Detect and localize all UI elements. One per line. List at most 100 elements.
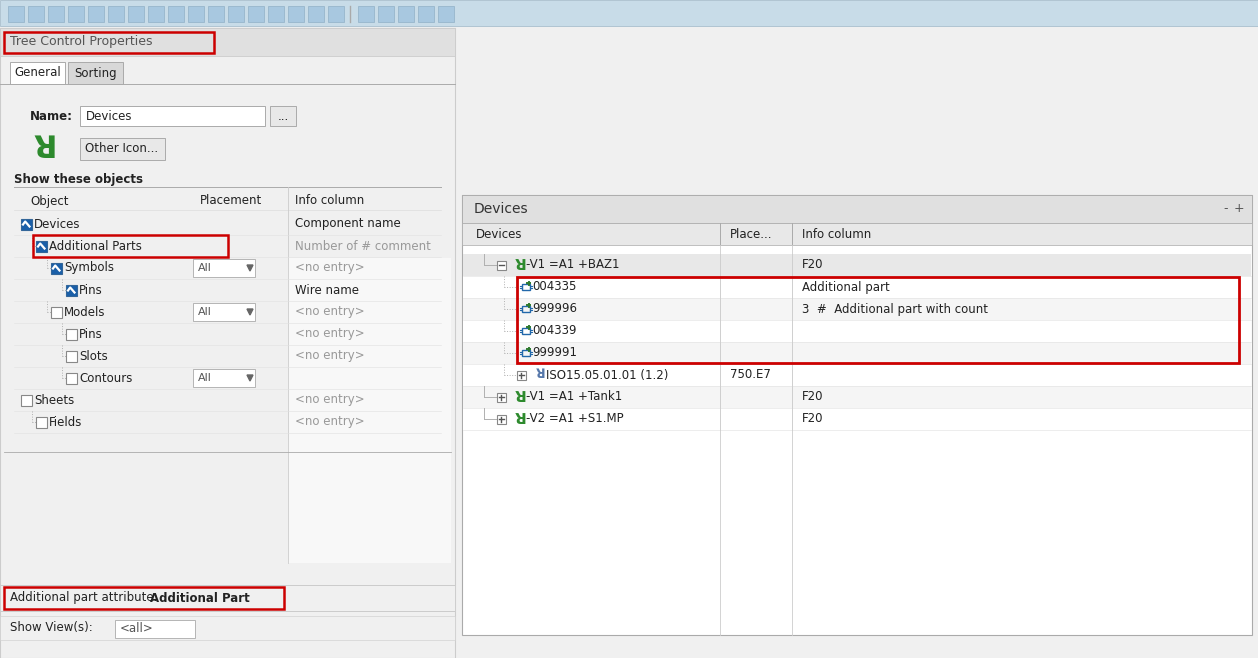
Text: Fields: Fields (49, 415, 82, 428)
Bar (81, 106, 265, 126)
Text: +: + (1234, 203, 1244, 216)
Bar (462, 223, 1252, 245)
Text: 004335: 004335 (532, 280, 576, 293)
Bar (497, 261, 506, 270)
Bar (270, 106, 296, 126)
Text: Wire name: Wire name (294, 284, 359, 297)
Bar (377, 6, 394, 22)
Text: Object: Object (30, 195, 68, 207)
Bar (517, 277, 1239, 363)
Bar (65, 372, 77, 384)
Bar (228, 6, 244, 22)
Bar (10, 62, 65, 84)
Bar (8, 6, 24, 22)
Bar (497, 415, 506, 424)
Bar (522, 328, 530, 334)
Bar (50, 263, 62, 274)
Bar (65, 328, 77, 340)
Bar (517, 370, 526, 380)
Text: 750.E7: 750.E7 (730, 368, 771, 382)
Bar (288, 258, 452, 563)
Bar (88, 6, 104, 22)
Text: Slots: Slots (79, 349, 108, 363)
Bar (4, 32, 214, 53)
Text: General: General (14, 66, 60, 80)
Bar (114, 620, 195, 638)
Bar (308, 6, 325, 22)
Bar (68, 6, 84, 22)
Bar (463, 364, 1250, 386)
Text: Component name: Component name (294, 218, 401, 230)
Text: ꓤ: ꓤ (33, 134, 57, 163)
Bar (65, 351, 77, 361)
Text: <no entry>: <no entry> (294, 415, 365, 428)
Bar (463, 298, 1250, 320)
Text: Contours: Contours (79, 372, 132, 384)
Bar (418, 6, 434, 22)
Bar (68, 62, 123, 84)
Bar (192, 303, 255, 321)
Text: Tree Control Properties: Tree Control Properties (10, 36, 152, 49)
Bar (148, 6, 164, 22)
Text: All: All (198, 373, 211, 383)
Bar (208, 6, 224, 22)
Polygon shape (247, 375, 253, 381)
Bar (248, 6, 264, 22)
Bar (463, 276, 1250, 298)
Bar (20, 395, 31, 405)
Text: Place...: Place... (730, 228, 772, 241)
Bar (0, 616, 455, 640)
Bar (462, 195, 1252, 223)
Bar (48, 6, 64, 22)
Text: All: All (198, 307, 211, 317)
Text: -V2 =A1 +S1.MP: -V2 =A1 +S1.MP (526, 413, 624, 426)
Text: F20: F20 (803, 390, 824, 403)
Text: Number of # comment: Number of # comment (294, 240, 431, 253)
Text: F20: F20 (803, 259, 824, 272)
Bar (522, 284, 530, 290)
Text: Show these objects: Show these objects (14, 172, 143, 186)
Text: ꓤ: ꓤ (536, 368, 546, 382)
Text: 999996: 999996 (532, 303, 577, 315)
Text: Additional Parts: Additional Parts (49, 240, 142, 253)
Bar (463, 320, 1250, 342)
Bar (462, 195, 1252, 635)
Bar (4, 587, 284, 609)
Bar (522, 350, 530, 356)
Bar (35, 241, 47, 251)
Bar (463, 254, 1250, 276)
Bar (20, 218, 31, 230)
Text: Info column: Info column (803, 228, 872, 241)
Bar (50, 307, 62, 318)
Text: Models: Models (64, 305, 106, 318)
Text: <no entry>: <no entry> (294, 349, 365, 363)
Text: <all>: <all> (120, 622, 153, 636)
Text: Placement: Placement (200, 195, 262, 207)
Text: 999991: 999991 (532, 347, 577, 359)
Text: 004339: 004339 (532, 324, 576, 338)
Bar (33, 235, 228, 257)
Text: Devices: Devices (476, 228, 522, 241)
Text: Pins: Pins (79, 328, 103, 340)
Text: Sorting: Sorting (74, 66, 117, 80)
Text: Pins: Pins (79, 284, 103, 297)
Bar (463, 342, 1250, 364)
Bar (0, 28, 455, 56)
Bar (81, 138, 165, 160)
Bar (398, 6, 414, 22)
Text: Other Icon...: Other Icon... (86, 143, 159, 155)
Bar (463, 408, 1250, 430)
Bar (0, 0, 1258, 26)
Bar (192, 369, 255, 387)
Text: Symbols: Symbols (64, 261, 114, 274)
Polygon shape (247, 265, 253, 271)
Text: Devices: Devices (474, 202, 528, 216)
Bar (0, 28, 455, 658)
Bar (187, 6, 204, 22)
Bar (463, 386, 1250, 408)
Bar (268, 6, 284, 22)
Bar (438, 6, 454, 22)
Text: 3  #  Additional part with count: 3 # Additional part with count (803, 303, 988, 315)
Text: -V1 =A1 +Tank1: -V1 =A1 +Tank1 (526, 390, 623, 403)
Bar (192, 259, 255, 277)
